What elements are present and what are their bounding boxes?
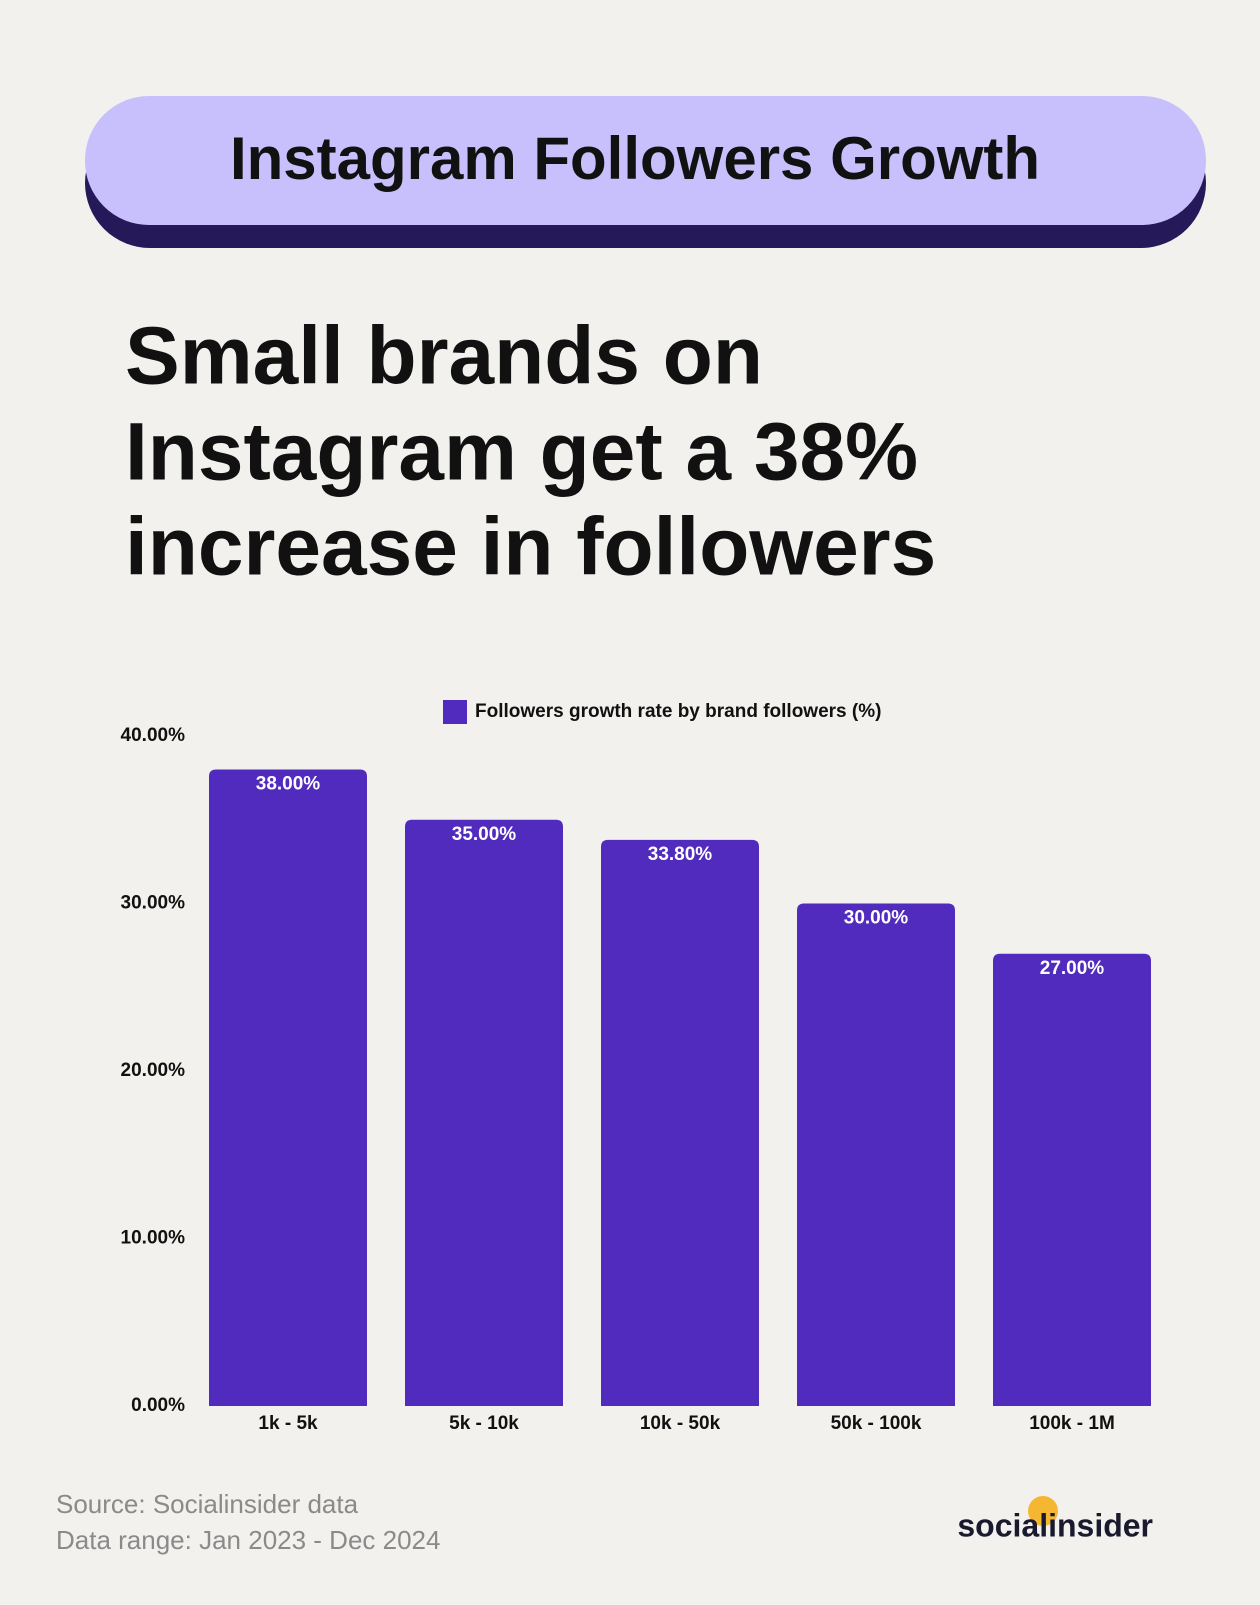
value-label: 35.00%	[452, 824, 517, 845]
bar	[797, 903, 955, 1406]
value-label: 30.00%	[844, 908, 909, 929]
y-tick-label: 10.00%	[121, 1228, 186, 1249]
headline: increase in followers	[125, 502, 936, 593]
logo: socialinsider	[957, 1507, 1153, 1543]
logo-dot	[1028, 1496, 1058, 1526]
value-label: 27.00%	[1040, 958, 1105, 979]
x-tick-label: 5k - 10k	[449, 1413, 519, 1434]
value-label: 38.00%	[256, 774, 321, 795]
headline: Small brands on	[125, 311, 763, 402]
legend-label: Followers growth rate by brand followers…	[475, 701, 881, 722]
legend-swatch	[443, 700, 467, 724]
y-tick-label: 40.00%	[121, 725, 186, 746]
y-tick-label: 20.00%	[121, 1060, 186, 1081]
header-pill	[85, 96, 1206, 225]
chart-title: Instagram Followers Growth	[230, 125, 1040, 192]
x-tick-label: 10k - 50k	[640, 1413, 721, 1434]
headline: Instagram get a 38%	[125, 407, 918, 498]
value-label: 33.80%	[648, 844, 713, 865]
y-tick-label: 30.00%	[121, 893, 186, 914]
x-tick-label: 1k - 5k	[258, 1413, 318, 1434]
bar	[601, 839, 759, 1406]
source-note: Data range: Jan 2023 - Dec 2024	[56, 1525, 440, 1555]
bar	[405, 819, 563, 1406]
bar	[993, 953, 1151, 1406]
y-tick-label: 0.00%	[131, 1395, 185, 1416]
x-tick-label: 100k - 1M	[1029, 1413, 1115, 1434]
source-note: Source: Socialinsider data	[56, 1489, 359, 1519]
bar	[209, 769, 367, 1406]
x-tick-label: 50k - 100k	[831, 1413, 922, 1434]
